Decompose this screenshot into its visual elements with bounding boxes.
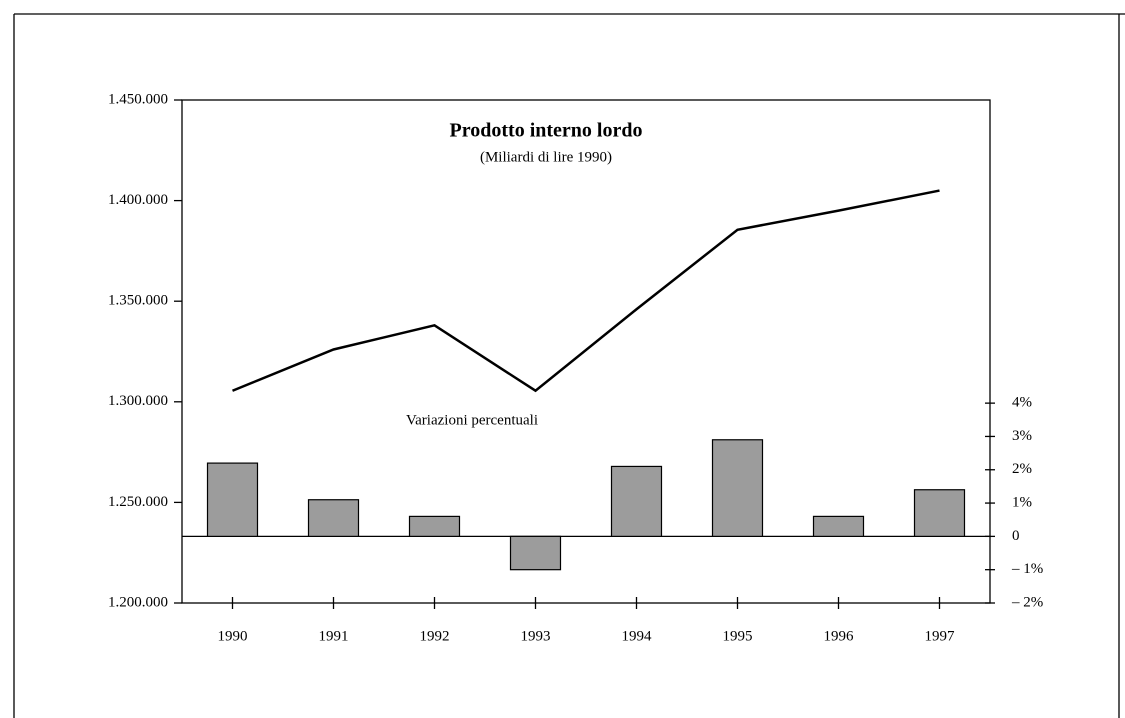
bar	[206, 462, 259, 537]
y-tick-label: 1.250.000	[108, 494, 168, 510]
x-tick-label: 1995	[723, 628, 753, 644]
x-tick-label: 1996	[824, 628, 855, 644]
plot-frame	[181, 99, 991, 604]
y2-tick-label: – 1%	[1011, 561, 1043, 577]
y-tick-label: 1.400.000	[108, 192, 168, 208]
bar	[408, 515, 461, 537]
x-tick-label: 1997	[925, 628, 956, 644]
bar	[913, 489, 966, 537]
x-tick-label: 1994	[622, 628, 653, 644]
y-tick-label: 1.200.000	[108, 594, 168, 610]
x-tick-label: 1993	[521, 628, 551, 644]
bar	[711, 439, 764, 537]
x-tick-label: 1992	[420, 628, 450, 644]
y2-tick-label: – 2%	[1011, 594, 1043, 610]
bar	[610, 465, 663, 537]
y2-tick-label: 4%	[1012, 395, 1032, 411]
bar	[509, 535, 562, 571]
line	[232, 189, 940, 393]
y2-tick-label: 0	[1012, 528, 1020, 544]
x-tick-label: 1991	[319, 628, 349, 644]
y2-tick-label: 1%	[1012, 495, 1032, 511]
y-tick-label: 1.450.000	[108, 91, 168, 107]
y2-tick-label: 3%	[1012, 428, 1032, 444]
annotation: Variazioni percentuali	[406, 412, 538, 428]
chart-subtitle: (Miliardi di lire 1990)	[480, 149, 612, 165]
chart-title: Prodotto interno lordo	[450, 120, 643, 142]
y-tick-label: 1.300.000	[108, 393, 168, 409]
bar	[307, 499, 360, 537]
y-tick-label: 1.350.000	[108, 293, 168, 309]
y2-tick-label: 2%	[1012, 461, 1032, 477]
x-tick-label: 1990	[218, 628, 248, 644]
bar	[812, 515, 865, 537]
